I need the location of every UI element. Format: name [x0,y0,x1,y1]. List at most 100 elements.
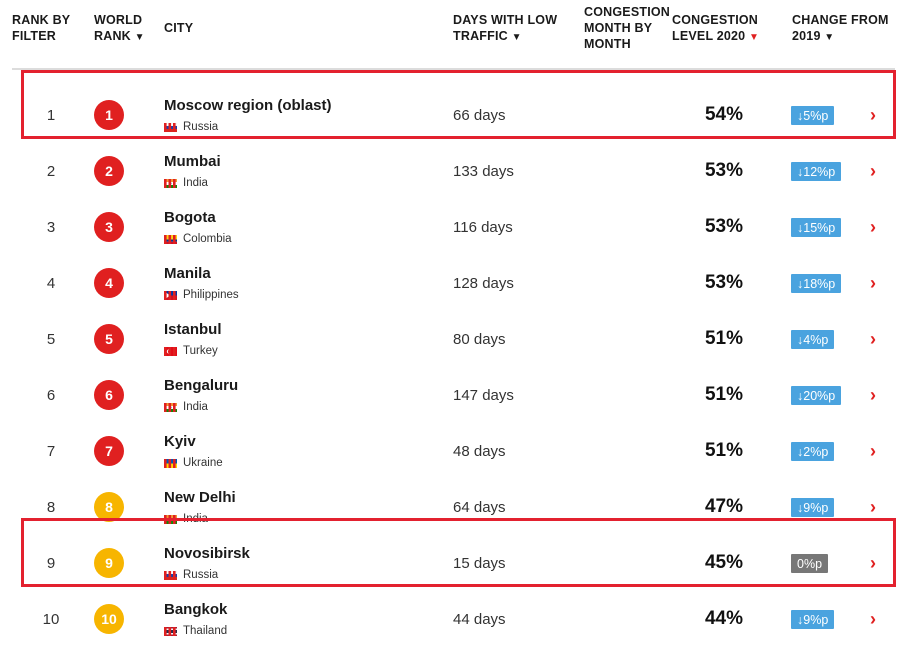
header-world-rank[interactable]: WORLD RANK ▼ [94,13,145,43]
country: India [164,177,217,209]
country-name: Turkey [183,345,218,357]
city-name[interactable]: Novosibirsk [164,545,250,562]
chevron-right-icon[interactable]: › [870,104,876,125]
congestion-month-chart [598,438,652,468]
month-bar [173,458,176,489]
congestion-month-chart [598,102,652,132]
rank-by-filter: 5 [46,330,56,348]
table-row[interactable]: 7 7 Kyiv Ukraine 48 days 51% ↓2%p › [12,423,895,489]
city-name[interactable]: Kyiv [164,433,196,450]
change-badge: ↓18%p [791,274,842,293]
congestion-level: 51% [704,440,744,461]
congestion-level: 54% [704,104,744,125]
city-name[interactable]: Bogota [164,209,216,226]
flag-icon [164,514,217,545]
congestion-level: 44% [704,608,744,629]
congestion-level: 47% [704,496,744,517]
table-row[interactable]: 8 8 New Delhi India 64 days 47% ↓9%p › [12,479,895,545]
city-name[interactable]: Manila [164,265,211,282]
country: Colombia [164,233,232,265]
sort-down-icon: ▼ [134,32,145,43]
congestion-level: 53% [704,160,744,181]
chevron-right-icon[interactable]: › [870,440,876,461]
congestion-month-chart [598,382,652,412]
month-bar [173,626,176,652]
country: Thailand [164,625,227,652]
chevron-right-icon[interactable]: › [870,272,876,293]
country: Russia [163,569,218,601]
header-change-from[interactable]: CHANGE FROM 2019 ▼ [792,13,889,43]
world-rank-badge: 2 [94,156,124,186]
header-days-low-traffic[interactable]: DAYS WITH LOW TRAFFIC ▼ [453,13,558,43]
month-bar [173,290,176,321]
change-badge: ↓4%p [791,330,835,349]
month-bar [164,122,167,153]
chevron-right-icon[interactable]: › [870,496,876,517]
country-name: Ukraine [183,457,223,469]
congestion-level: 45% [704,552,744,573]
city-name[interactable]: Bangkok [164,601,228,618]
chevron-right-icon[interactable]: › [870,384,876,405]
congestion-month-chart [598,550,652,580]
month-bar [168,514,172,545]
header-city[interactable]: CITY [164,21,194,35]
country-name: India [183,401,208,413]
rank-by-filter: 6 [46,386,56,404]
world-rank-badge: 7 [94,436,124,466]
country-name: India [183,513,208,525]
sort-down-icon: ▼ [511,32,522,43]
flag-icon [163,122,217,153]
flag-icon [164,290,217,321]
chevron-right-icon[interactable]: › [870,216,876,237]
month-bar [168,626,172,652]
table-row[interactable]: 9 9 Novosibirsk Russia 15 days 45% 0%p › [12,535,895,601]
table-row[interactable]: 4 4 Manila Philippines 128 days 53% ↓18%p › [12,255,895,321]
month-bar [164,458,167,489]
change-badge: ↓15%p [791,218,842,237]
month-bar [168,290,172,321]
city-name[interactable]: New Delhi [164,489,236,506]
city-name[interactable]: Bengaluru [164,377,239,394]
city-name[interactable]: Moscow region (oblast) [164,97,332,114]
table-row[interactable]: 6 6 Bengaluru India 147 days 51% ↓20%p › [12,367,895,433]
days-low-traffic: 128 days [453,274,514,292]
days-low-traffic: 64 days [453,498,506,516]
change-badge: ↓9%p [791,498,835,517]
flag-icon [163,570,217,601]
country: Philippines [164,289,239,321]
days-low-traffic: 116 days [453,218,513,236]
rank-by-filter: 4 [46,274,56,292]
chevron-right-icon[interactable]: › [870,328,876,349]
city-name[interactable]: Istanbul [164,321,222,338]
chevron-right-icon[interactable]: › [870,160,876,181]
header-congestion-level[interactable]: CONGESTION LEVEL 2020 ▼ [672,13,760,43]
world-rank-badge: 1 [94,100,124,130]
table-header: RANK BY FILTER WORLD RANK ▼ CITY DAYS WI… [0,0,911,66]
chevron-right-icon[interactable]: › [870,552,876,573]
country-name: Colombia [183,233,232,245]
header-congestion-month: CONGESTION MONTH BY MONTH [584,5,671,51]
flag-icon [164,626,217,652]
city-name[interactable]: Mumbai [164,153,221,170]
country-name: India [183,177,208,189]
sort-down-icon-active: ▼ [749,32,760,43]
month-bar [168,346,172,377]
month-bar [173,346,176,377]
table-row[interactable]: 3 3 Bogota Colombia 116 days 53% ↓15%p › [12,199,895,265]
chevron-right-icon[interactable]: › [870,608,876,629]
change-badge: 0%p [791,554,829,573]
table-row[interactable]: 2 2 Mumbai India 133 days 53% ↓12%p › [12,143,895,209]
country: Turkey [164,345,218,377]
change-badge: ↓9%p [791,610,835,629]
days-low-traffic: 48 days [453,442,506,460]
month-bar [173,178,176,209]
table-row[interactable]: 5 5 Istanbul Turkey 80 days 51% ↓4%p › [12,311,895,377]
month-bar [173,234,176,265]
header-rank-by-filter[interactable]: RANK BY FILTER [12,13,71,43]
congestion-month-chart [598,326,652,356]
table-row[interactable]: 10 10 Bangkok Thailand 44 days 44% ↓9%p › [12,591,895,652]
table-row[interactable]: 1 1 Moscow region (oblast) Russia 66 days 54%… [12,87,895,153]
flag-icon [164,346,217,377]
flag-icon [164,458,217,489]
month-bar [173,402,176,433]
